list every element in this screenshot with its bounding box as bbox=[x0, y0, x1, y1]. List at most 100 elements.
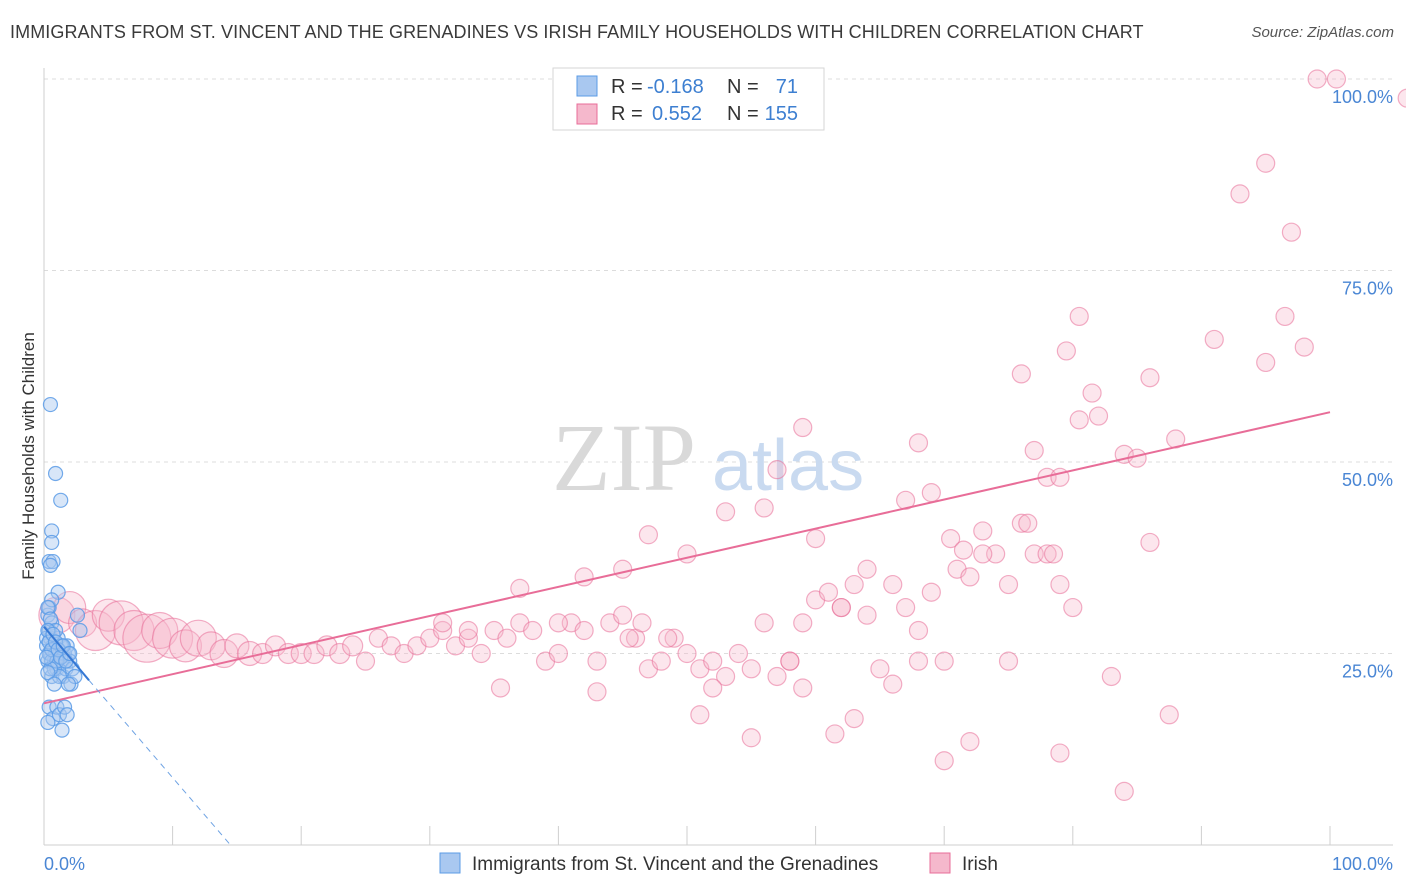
irish-point-41 bbox=[574, 620, 594, 641]
irish-point-75 bbox=[1011, 513, 1031, 533]
legend-n-value-2: 155 bbox=[765, 103, 798, 125]
irish-point-42 bbox=[587, 651, 607, 671]
irish-point-127 bbox=[1204, 329, 1224, 350]
irish-point-114 bbox=[953, 540, 974, 560]
irish-point-96 bbox=[1114, 781, 1134, 801]
irish-point-54 bbox=[741, 659, 761, 679]
st-vincent-point-66 bbox=[62, 645, 78, 662]
irish-point-85 bbox=[780, 651, 800, 671]
irish-point-52 bbox=[715, 666, 736, 687]
irish-point-134 bbox=[1307, 69, 1327, 89]
irish-point-131 bbox=[1230, 184, 1250, 204]
irish-point-138 bbox=[1011, 364, 1031, 384]
st-vincent-points bbox=[38, 396, 88, 738]
irish-point-144 bbox=[658, 628, 678, 648]
legend-r-value-1: -0.168 bbox=[647, 76, 704, 98]
irish-point-17 bbox=[264, 635, 287, 657]
irish-point-14 bbox=[224, 633, 250, 659]
irish-point-82 bbox=[690, 705, 710, 725]
irish-point-111 bbox=[908, 433, 929, 453]
legend-r-value-2: 0.552 bbox=[652, 103, 702, 125]
grid-lines bbox=[44, 78, 1393, 654]
st-vincent-trend-line bbox=[43, 626, 90, 681]
irish-point-113 bbox=[941, 528, 961, 549]
irish-point-146 bbox=[458, 620, 478, 641]
irish-point-55 bbox=[754, 613, 774, 633]
irish-point-62 bbox=[844, 574, 864, 595]
irish-point-115 bbox=[973, 544, 993, 564]
irish-point-79 bbox=[1063, 597, 1083, 618]
irish-point-98 bbox=[510, 578, 530, 598]
irish-point-56 bbox=[767, 666, 787, 687]
bottom-legend-label-2: Irish bbox=[962, 854, 998, 875]
irish-point-37 bbox=[523, 620, 543, 641]
irish-point-140 bbox=[1140, 532, 1160, 553]
legend-swatch-blue bbox=[576, 75, 598, 97]
irish-point-107 bbox=[805, 528, 826, 549]
irish-point-92 bbox=[960, 731, 980, 752]
irish-point-103 bbox=[715, 502, 736, 522]
y-axis-title: Family Households with Children bbox=[19, 332, 38, 580]
st-vincent-point-33 bbox=[42, 557, 59, 574]
irish-point-89 bbox=[883, 674, 903, 694]
irish-point-22 bbox=[329, 642, 351, 665]
st-vincent-point-30 bbox=[44, 534, 60, 551]
irish-point-125 bbox=[1140, 368, 1160, 388]
legend-box: R = -0.168 N = 71 R = 0.552 N = 155 bbox=[552, 67, 825, 131]
irish-point-71 bbox=[960, 567, 980, 587]
irish-point-143 bbox=[632, 613, 652, 633]
y-tick-label-2: 75.0% bbox=[1342, 279, 1393, 299]
st-vincent-point-28 bbox=[53, 492, 69, 508]
watermark-atlas: atlas bbox=[712, 426, 864, 506]
irish-point-109 bbox=[857, 559, 877, 579]
irish-point-128 bbox=[1256, 352, 1276, 373]
st-vincent-point-39 bbox=[69, 607, 86, 623]
irish-point-49 bbox=[677, 643, 697, 664]
irish-point-67 bbox=[908, 620, 929, 641]
st-vincent-point-67 bbox=[38, 649, 55, 665]
legend-r-label-1: R = bbox=[611, 76, 643, 98]
irish-trend-line bbox=[43, 411, 1331, 705]
bottom-legend-label-1: Immigrants from St. Vincent and the Gren… bbox=[472, 854, 878, 875]
st-vincent-point-47 bbox=[59, 707, 75, 723]
irish-point-121 bbox=[1082, 383, 1102, 403]
irish-point-83 bbox=[703, 678, 723, 698]
irish-point-93 bbox=[998, 651, 1019, 671]
st-vincent-trend-extension bbox=[88, 679, 231, 846]
irish-point-74 bbox=[998, 574, 1019, 595]
irish-point-53 bbox=[728, 643, 749, 664]
st-vincent-point-40 bbox=[72, 622, 88, 639]
irish-point-104 bbox=[754, 498, 774, 518]
y-tick-label-0: 25.0% bbox=[1342, 662, 1393, 682]
bottom-legend-swatch-pink bbox=[929, 852, 951, 874]
irish-point-60 bbox=[818, 582, 839, 602]
irish-point-145 bbox=[548, 613, 569, 633]
st-vincent-point-36 bbox=[40, 599, 56, 616]
irish-point-19 bbox=[290, 642, 312, 665]
irish-point-8 bbox=[141, 611, 179, 650]
st-vincent-point-68 bbox=[40, 665, 56, 681]
irish-point-101 bbox=[638, 525, 659, 545]
irish-point-30 bbox=[433, 620, 453, 641]
irish-point-24 bbox=[355, 651, 376, 671]
irish-point-91 bbox=[934, 751, 954, 771]
watermark-zip: ZIP bbox=[552, 404, 696, 511]
irish-point-69 bbox=[934, 651, 954, 671]
irish-point-65 bbox=[883, 574, 903, 595]
irish-point-39 bbox=[548, 643, 569, 664]
y-tick-labels: 25.0% 50.0% 75.0% 100.0% bbox=[1332, 87, 1393, 682]
irish-point-137 bbox=[1069, 306, 1089, 327]
irish-point-51 bbox=[703, 651, 723, 671]
irish-point-48 bbox=[664, 628, 684, 648]
irish-point-77 bbox=[1037, 544, 1057, 564]
irish-point-133 bbox=[1281, 222, 1302, 242]
legend-n-value-1: 71 bbox=[776, 76, 798, 98]
irish-point-87 bbox=[825, 724, 845, 744]
legend-n-label-1: N = bbox=[727, 76, 759, 98]
y-tick-label-1: 50.0% bbox=[1342, 470, 1393, 490]
st-vincent-point-35 bbox=[44, 592, 60, 608]
irish-point-78 bbox=[1050, 574, 1070, 595]
legend-n-label-2: N = bbox=[727, 103, 759, 125]
irish-point-135 bbox=[1326, 69, 1347, 89]
